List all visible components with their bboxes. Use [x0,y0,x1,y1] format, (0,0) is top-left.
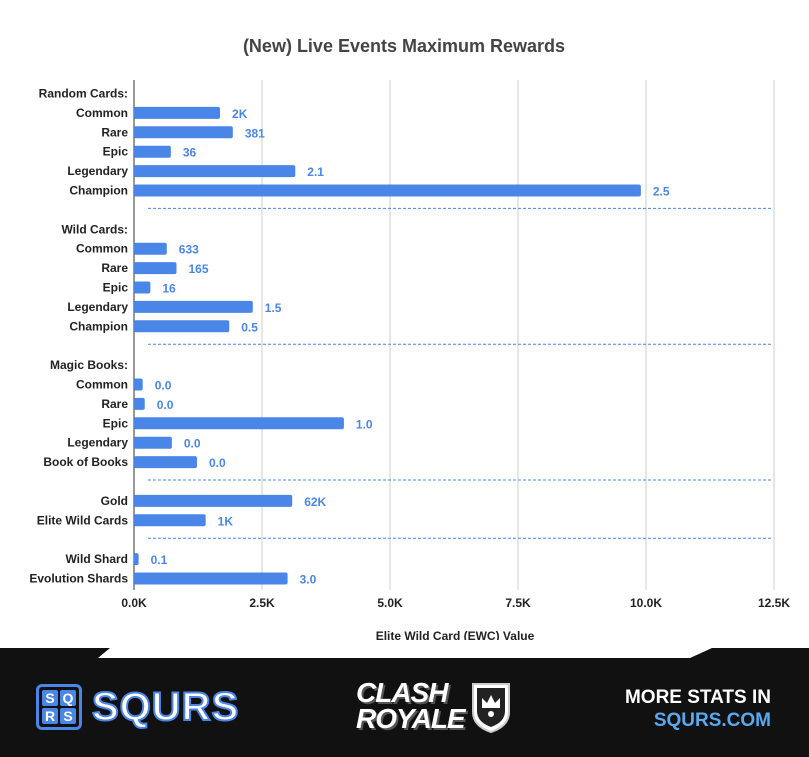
footer-background [0,648,809,757]
category-label: Epic [103,145,129,159]
category-labels: Random Cards: Common Rare Epic Legendary Cham… [29,87,128,586]
bar [134,417,344,430]
x-tick-label: 7.5K [505,596,531,610]
more-stats-link[interactable]: SQURS.COM [653,710,771,731]
category-label: Common [76,242,128,256]
bar [134,572,288,585]
bar [134,184,641,197]
chart-title: (New) Live Events Maximum Rewards [243,36,565,56]
bar [134,300,253,313]
group-header: Magic Books: [50,358,128,372]
category-label: Common [76,106,128,120]
data-label: 0.0 [184,437,201,451]
data-label: 0.5 [241,320,258,334]
bar [134,436,172,449]
category-label: Legendary [67,436,128,450]
footer-banner: S Q R S SQURS CLASH ROYALE MORE STATS IN… [0,640,809,757]
more-stats-line1: MORE STATS IN [624,687,771,708]
x-axis-title: Elite Wild Card (EWC) Value [376,629,535,640]
bar [134,514,206,527]
bar [134,165,296,178]
x-tick-label: 10.0K [630,596,662,610]
data-label: 633 [179,243,199,257]
crown-shield-icon [471,683,510,734]
data-label: 0.0 [209,456,226,470]
data-label: 2.1 [307,165,324,179]
category-label: Champion [69,184,128,198]
data-label: 1.0 [356,417,373,431]
bars: 2K 381 36 2.1 2.5 633 165 16 1.5 0.5 0.0 0.0 1.0 0.0 0… [134,106,670,587]
category-label: Gold [101,494,128,508]
category-label: Book of Books [43,455,128,469]
data-label: 1.5 [265,301,282,315]
data-label: 1K [218,514,234,528]
bar [134,378,143,391]
bar [134,242,167,255]
x-tick-label: 0.0K [121,596,147,610]
x-tick-label: 2.5K [249,596,275,610]
data-label: 62K [304,495,326,509]
bar [134,106,221,119]
category-label: Rare [101,397,128,411]
clash-royale-logo: CLASH ROYALE [356,678,513,734]
bar [134,126,233,139]
clash-royale-line2: ROYALE [356,703,466,734]
bar [134,145,171,158]
data-label: 16 [162,282,176,296]
bar [134,456,197,469]
category-label: Epic [103,281,129,295]
category-label: Rare [101,261,128,275]
category-label: Legendary [67,300,128,314]
group-header: Random Cards: [39,87,128,101]
x-tick-label: 12.5K [758,596,790,610]
data-label: 36 [183,146,197,160]
category-label: Common [76,378,128,392]
data-label: 0.0 [157,398,174,412]
more-stats-callout: MORE STATS IN SQURS.COM [625,686,771,732]
data-label: 3.0 [300,573,317,587]
data-label: 2.5 [653,185,670,199]
clash-royale-line1: CLASH [356,677,448,708]
category-label: Rare [101,125,128,139]
bar-chart: (New) Live Events Maximum Rewards 2K 381 3… [29,36,790,640]
bar [134,262,177,275]
bar [134,553,139,566]
data-label: 2K [232,107,248,121]
category-label: Evolution Shards [29,572,128,586]
data-label: 165 [188,262,208,276]
x-axis-ticks: 0.0K 2.5K 5.0K 7.5K 10.0K 12.5K [121,596,790,610]
data-label: 0.0 [155,379,172,393]
bar [134,281,151,294]
bar [134,397,145,410]
squrs-wordmark: SQURS [91,684,240,730]
grid-layer [133,80,775,590]
bar [134,494,293,507]
x-tick-label: 5.0K [377,596,403,610]
group-separators [148,207,772,539]
category-label: Epic [103,416,129,430]
bar [134,320,230,333]
category-label: Champion [69,319,128,333]
data-label: 0.1 [151,553,168,567]
group-header: Wild Cards: [61,222,128,236]
squrs-logo-mark: S Q R S [36,684,82,730]
squrs-logo: S Q R S SQURS [36,684,239,730]
category-label: Elite Wild Cards [37,513,129,527]
category-label: Wild Shard [65,552,128,566]
data-label: 381 [245,126,265,140]
category-label: Legendary [67,164,128,178]
